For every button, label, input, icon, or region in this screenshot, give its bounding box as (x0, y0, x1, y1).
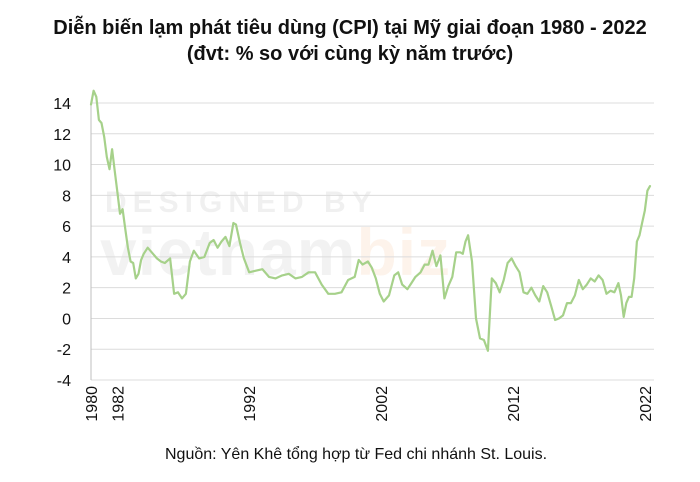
y-tick-label: 8 (62, 188, 71, 205)
y-tick-label: -2 (57, 342, 71, 359)
x-tick-label: 2012 (506, 386, 523, 422)
y-tick-label: 6 (62, 219, 71, 236)
y-tick-label: 0 (62, 311, 71, 328)
x-tick-label: 1992 (242, 386, 259, 422)
y-tick-label: 10 (53, 158, 71, 175)
series-line-cpi (89, 89, 652, 352)
chart-subtitle: (đvt: % so với cùng kỳ năm trước) (186, 43, 514, 65)
y-tick-label: -4 (57, 373, 71, 390)
y-tick-label: 2 (62, 281, 71, 298)
source-note: Nguồn: Yên Khê tổng hợp từ Fed chi nhánh… (165, 446, 548, 463)
y-tick-label: 4 (62, 250, 71, 267)
x-tick-label: 2022 (638, 386, 655, 422)
y-tick-label: 12 (53, 127, 71, 144)
chart-title: Diễn biến lạm phát tiêu dùng (CPI) tại M… (53, 17, 647, 39)
x-tick-label: 1980 (84, 386, 101, 422)
y-tick-label: 14 (53, 96, 71, 113)
x-tick-label: 1982 (110, 386, 127, 422)
x-tick-label: 2002 (374, 386, 391, 422)
